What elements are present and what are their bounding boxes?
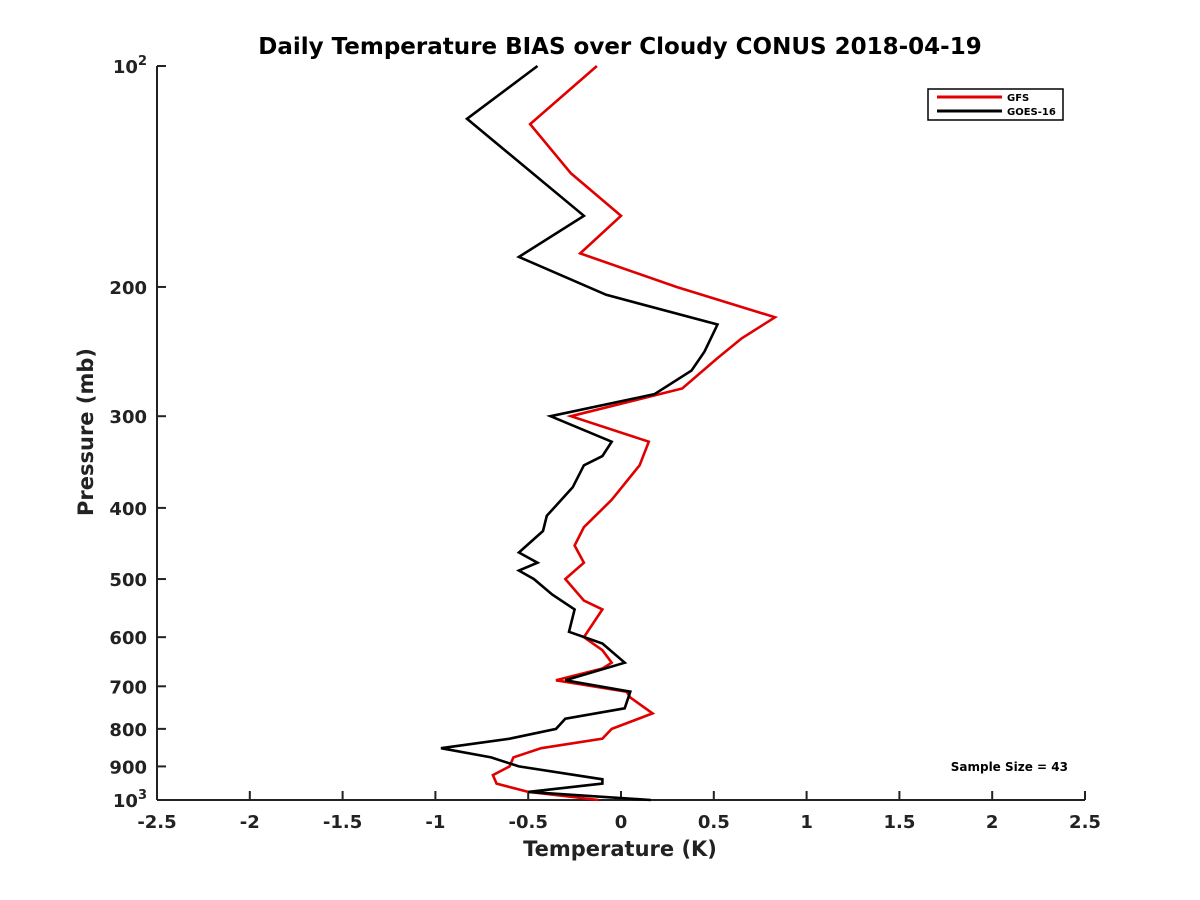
chart-title: Daily Temperature BIAS over Cloudy CONUS… <box>258 34 981 60</box>
y-axis-label: Pressure (mb) <box>74 348 98 516</box>
x-tick-label: 0 <box>615 812 628 833</box>
sample-size-annotation: Sample Size = 43 <box>951 760 1068 774</box>
x-tick-label: -1.5 <box>323 812 362 833</box>
legend-box <box>927 88 1064 121</box>
y-tick-label: 102 <box>113 54 147 78</box>
x-tick-label: -0.5 <box>509 812 548 833</box>
x-tick-label: -2 <box>240 812 260 833</box>
y-tick-label: 600 <box>109 628 147 649</box>
x-tick-label: -2.5 <box>137 812 176 833</box>
y-tick-label: 500 <box>109 570 147 591</box>
x-tick-label: 2 <box>986 812 999 833</box>
legend-label-goes16: GOES-16 <box>1007 107 1056 118</box>
y-tick-label: 300 <box>109 407 147 428</box>
series-line-goes16 <box>440 64 720 802</box>
y-tick-label: 103 <box>113 788 147 812</box>
x-axis-label: Temperature (K) <box>523 837 717 861</box>
y-tick-label: 700 <box>109 677 147 698</box>
x-tick-label: -1 <box>425 812 445 833</box>
y-tick-label: 400 <box>109 499 147 520</box>
plot-area: -2.5 -2 -1.5 -1 -0.5 0 0.5 1 1.5 2 2.5 102 200 300 400… <box>109 54 1101 833</box>
y-tick-label: 800 <box>109 720 147 741</box>
x-tick-label: 1 <box>800 812 813 833</box>
x-tick-label: 2.5 <box>1069 812 1101 833</box>
x-tick-label: 0.5 <box>698 812 730 833</box>
legend-label-gfs: GFS <box>1007 93 1029 104</box>
y-tick-label: 200 <box>109 278 147 299</box>
series-line-gfs <box>491 65 779 802</box>
y-tick-label: 900 <box>109 757 147 778</box>
legend: GFS GOES-16 <box>927 88 1064 121</box>
x-tick-label: 1.5 <box>883 812 915 833</box>
